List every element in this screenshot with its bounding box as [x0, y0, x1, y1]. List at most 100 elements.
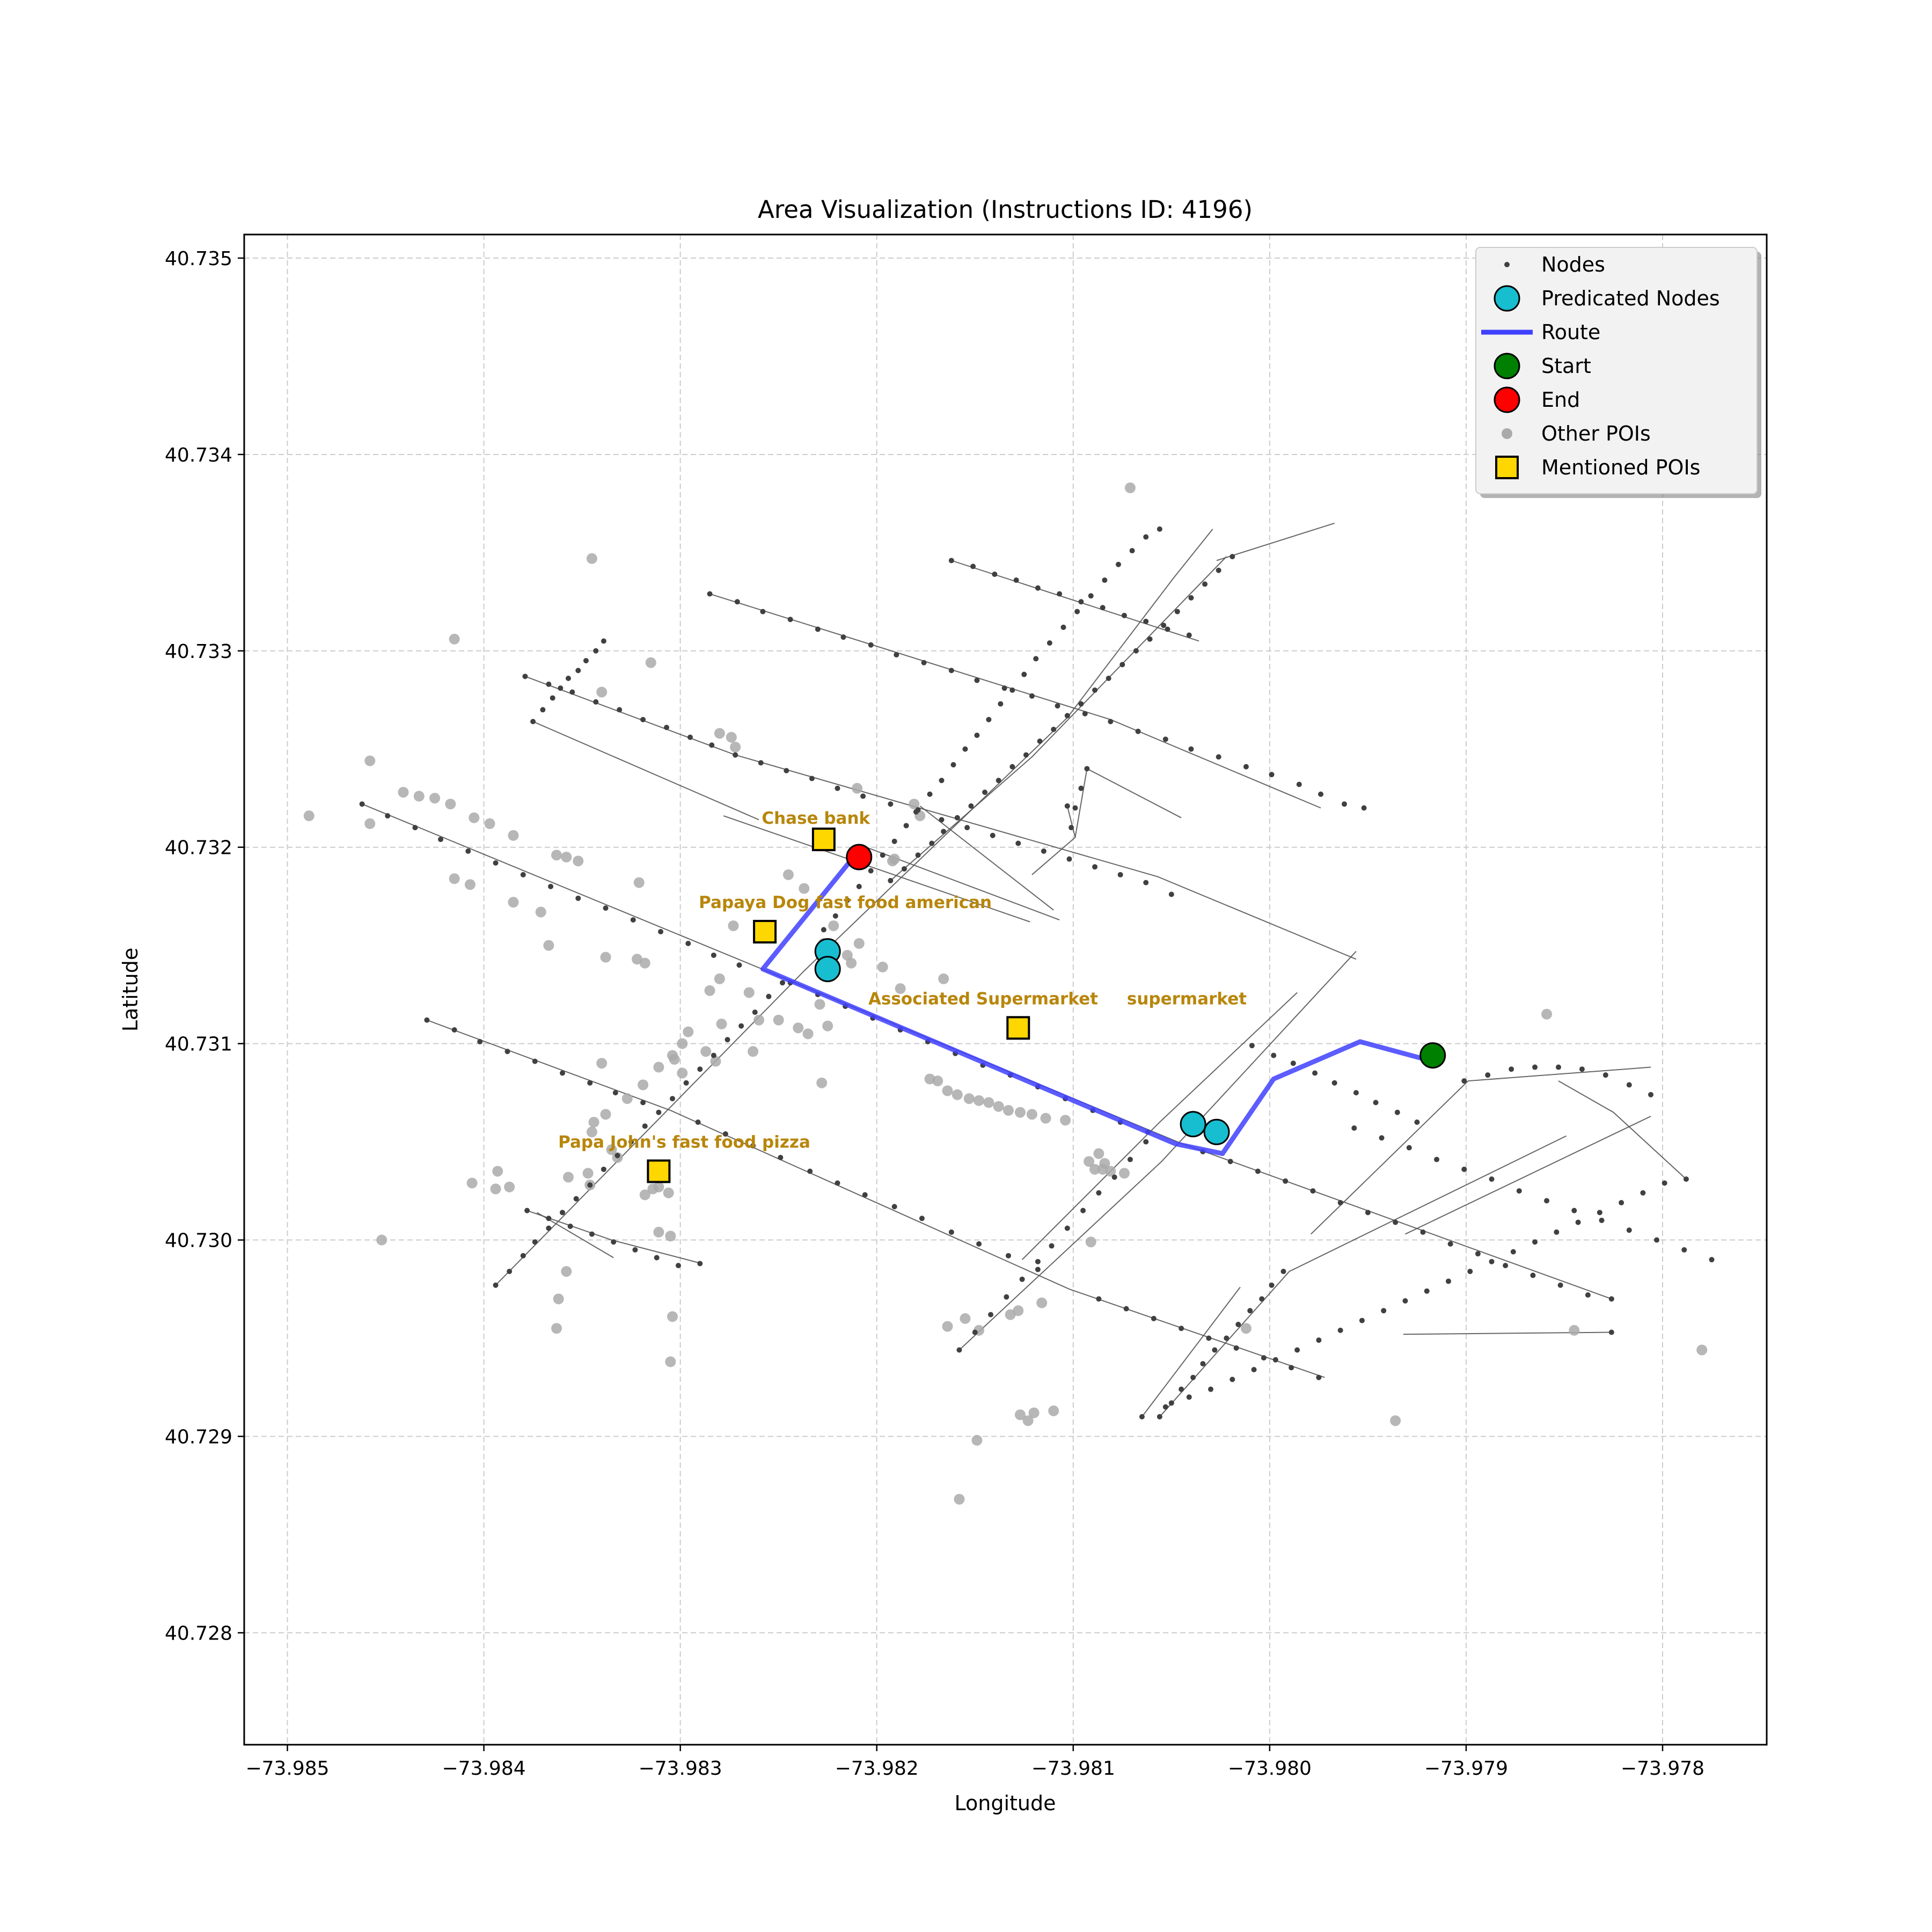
other-poi-marker	[508, 830, 519, 841]
node-marker	[1269, 1282, 1275, 1288]
other-poi-marker	[638, 1079, 649, 1091]
node-marker	[1654, 1237, 1660, 1243]
nodes-layer	[359, 526, 1715, 1419]
node-marker	[707, 591, 713, 597]
mentioned-poi-label: Chase bank	[762, 809, 870, 828]
node-marker	[587, 1182, 593, 1188]
node-marker	[567, 1223, 573, 1229]
node-marker	[948, 558, 954, 564]
other-poi-marker	[600, 952, 611, 963]
node-marker	[1035, 585, 1041, 591]
other-poi-marker	[1022, 1415, 1034, 1426]
other-poi-marker	[364, 755, 376, 766]
other-poi-marker	[504, 1181, 515, 1192]
node-marker	[1251, 1367, 1257, 1373]
node-marker	[1662, 1180, 1667, 1186]
road-segment	[1311, 1066, 1651, 1235]
other-poi-marker	[639, 957, 650, 969]
node-marker	[1157, 526, 1162, 532]
node-marker	[1165, 626, 1170, 632]
road-segment	[958, 950, 1357, 1351]
node-marker	[1296, 781, 1302, 787]
node-marker	[697, 1066, 703, 1072]
other-poi-marker	[895, 983, 906, 994]
x-tick-label: −73.980	[1228, 1758, 1312, 1780]
node-marker	[560, 1210, 566, 1216]
node-marker	[1143, 880, 1149, 885]
node-marker	[611, 1239, 617, 1245]
node-marker	[530, 719, 536, 724]
other-poi-marker	[490, 1183, 501, 1195]
node-marker	[1310, 1188, 1316, 1194]
node-marker	[976, 1241, 982, 1247]
node-marker	[809, 775, 815, 781]
other-poi-marker	[551, 1323, 562, 1334]
node-marker	[992, 572, 998, 577]
other-poi-marker	[469, 812, 480, 823]
other-poi-marker	[466, 1177, 478, 1189]
node-marker	[1161, 623, 1167, 628]
other-poi-marker	[816, 1077, 828, 1088]
node-marker	[1681, 1247, 1687, 1253]
node-marker	[695, 1119, 701, 1125]
other-poi-marker	[700, 1046, 712, 1057]
other-poi-marker	[445, 799, 456, 810]
node-marker	[1316, 1337, 1322, 1343]
node-marker	[640, 1100, 646, 1106]
road-segment	[723, 815, 1030, 923]
other-poi-marker	[683, 1026, 694, 1037]
node-marker	[1227, 1159, 1233, 1165]
node-marker	[493, 860, 499, 866]
other-poi-marker	[677, 1038, 688, 1049]
node-marker	[614, 1153, 620, 1159]
y-tick-label: 40.732	[165, 837, 232, 859]
other-poi-marker	[726, 731, 737, 743]
node-marker	[1290, 1060, 1296, 1066]
node-marker	[891, 1204, 897, 1210]
node-marker	[424, 1017, 430, 1023]
node-marker	[1341, 801, 1347, 807]
other-poi-marker	[647, 1183, 658, 1195]
node-marker	[1057, 591, 1063, 597]
road-segment	[1159, 1135, 1567, 1417]
node-marker	[1414, 1119, 1420, 1125]
node-marker	[1001, 685, 1007, 691]
node-marker	[532, 1058, 538, 1064]
other-poi-marker	[665, 1231, 676, 1242]
mentioned-poi-marker	[647, 1159, 671, 1183]
node-marker	[939, 778, 945, 784]
other-poi-marker	[1105, 1166, 1116, 1177]
node-marker	[1096, 1190, 1102, 1196]
other-poi-marker	[653, 1062, 664, 1073]
node-marker	[1186, 632, 1192, 638]
node-marker	[1046, 640, 1052, 646]
other-poi-marker	[1696, 1344, 1708, 1356]
other-poi-marker	[704, 985, 715, 996]
node-marker	[1216, 754, 1221, 760]
node-marker	[1092, 864, 1098, 870]
node-marker	[868, 642, 874, 648]
other-poi-marker	[586, 553, 597, 564]
other-poi-marker	[952, 1089, 963, 1100]
node-marker	[1230, 554, 1235, 560]
other-poi-marker	[802, 1028, 814, 1040]
node-marker	[1019, 1276, 1025, 1282]
node-marker	[964, 825, 970, 831]
other-poi-marker	[543, 940, 554, 951]
x-tick-label: −73.981	[1031, 1758, 1115, 1780]
node-marker	[1119, 662, 1125, 668]
node-marker	[1078, 785, 1084, 791]
node-marker	[520, 1253, 526, 1258]
other-poi-marker	[942, 1321, 953, 1332]
other-poi-marker	[600, 1109, 611, 1120]
legend-label: Start	[1541, 354, 1591, 378]
node-marker	[540, 707, 546, 713]
mentioned-poi-marker	[753, 920, 777, 944]
node-marker	[656, 1109, 662, 1115]
node-marker	[1100, 605, 1106, 611]
node-marker	[1115, 561, 1121, 567]
node-marker	[451, 1027, 457, 1033]
node-marker	[507, 1269, 513, 1275]
other-pois-layer	[303, 482, 1708, 1505]
